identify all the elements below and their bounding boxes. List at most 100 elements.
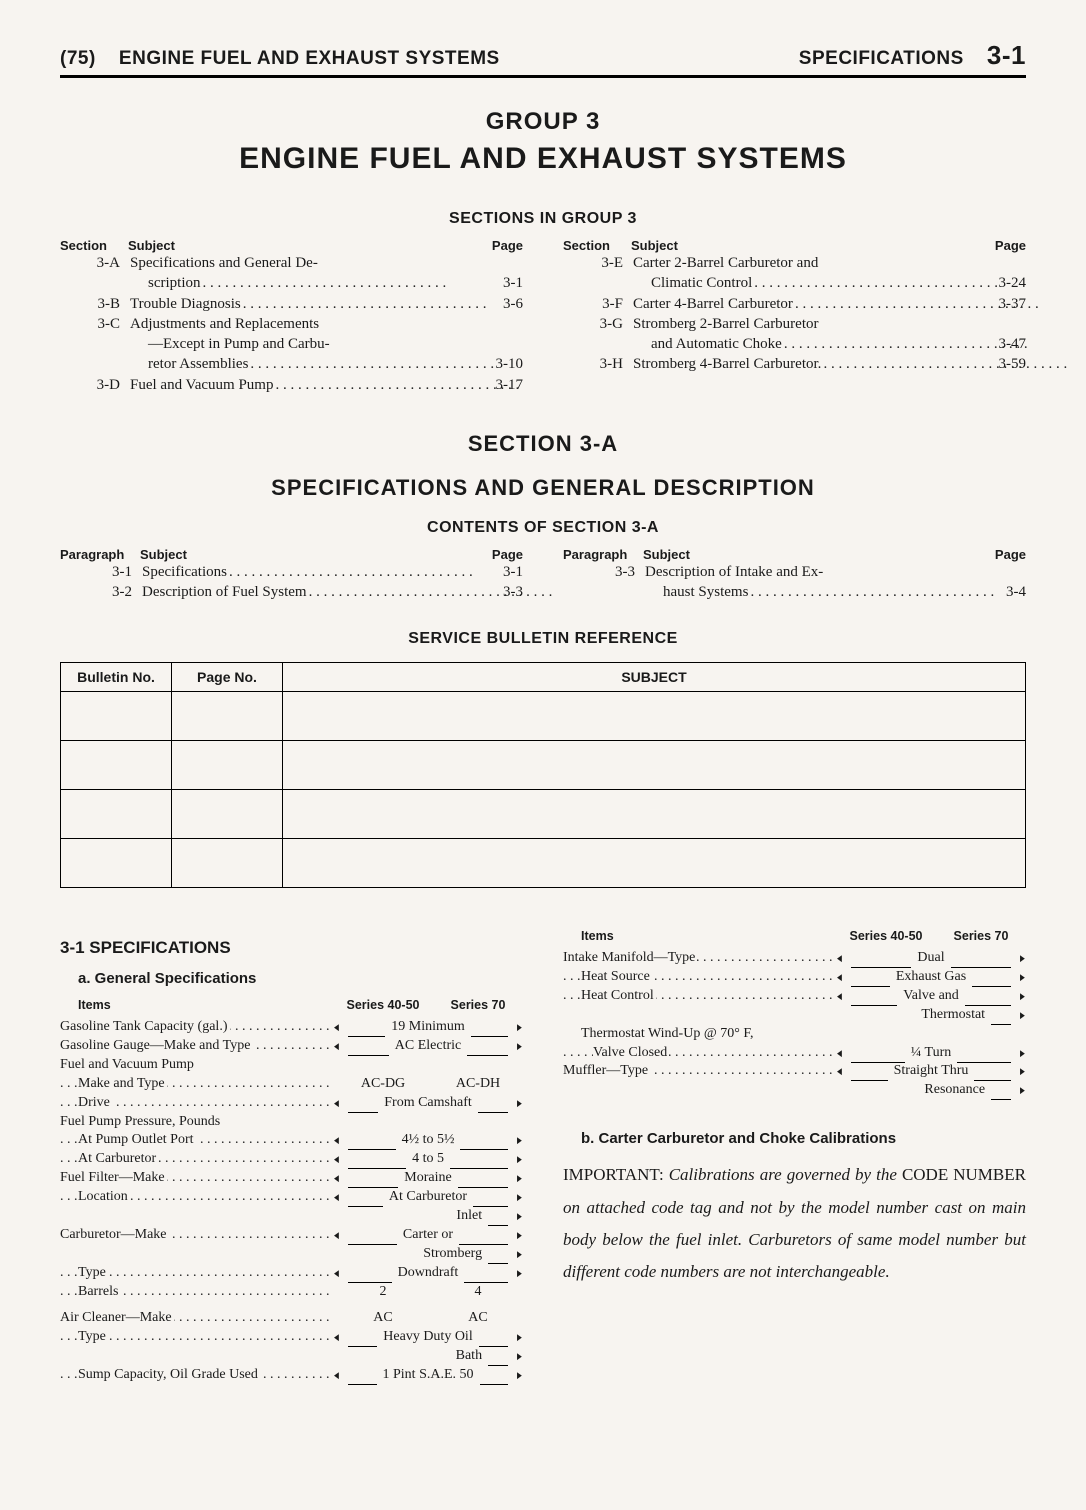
body-paragraph: IMPORTANT: Calibrations are governed by … (563, 1159, 1026, 1288)
sections-toc: Section Subject Page 3-ASpecifications a… (60, 238, 1026, 395)
page-header: (75) ENGINE FUEL AND EXHAUST SYSTEMS SPE… (60, 40, 1026, 71)
spec-desc-title: SPECIFICATIONS AND GENERAL DESCRIPTION (60, 475, 1026, 501)
bulletin-table: Bulletin No. Page No. SUBJECT (60, 662, 1026, 888)
col-subject: Subject (623, 238, 976, 253)
sections-toc-left: Section Subject Page 3-ASpecifications a… (60, 238, 523, 395)
page-number: 3-1 (987, 40, 1026, 71)
toc-row: 3-ECarter 2-Barrel Carburetor and (563, 253, 1026, 273)
spec-right-col: Items Series 40-50 Series 70 Intake Mani… (563, 928, 1026, 1385)
spec-row: Fuel and Vacuum Pump (60, 1056, 523, 1075)
spec-row: Gasoline Tank Capacity (gal.)19 Minimum (60, 1018, 523, 1037)
toc-row: 3-HStromberg 4-Barrel Carburetor.3-59 (563, 354, 1026, 374)
spec-row: Make and TypeAC-DGAC-DH (60, 1075, 523, 1094)
col-page: Page (473, 238, 523, 253)
header-right-title: SPECIFICATIONS (799, 48, 964, 69)
sections-in-heading: SECTIONS IN GROUP 3 (60, 210, 1026, 228)
toc-row: 3-CAdjustments and Replacements (60, 314, 523, 334)
spec-row: Inlet (60, 1207, 523, 1226)
spec-row: Heat SourceExhaust Gas (563, 968, 1026, 987)
col-paragraph: Paragraph (60, 547, 132, 562)
spec-row: At Pump Outlet Port4½ to 5½ (60, 1131, 523, 1150)
spec-row: DriveFrom Camshaft (60, 1094, 523, 1113)
toc-row: 3-2Description of Fuel System3-3 (60, 582, 523, 602)
spec-row: At Carburetor4 to 5 (60, 1150, 523, 1169)
col-subject: Subject (635, 547, 976, 562)
spec-row: LocationAt Carburetor (60, 1188, 523, 1207)
spec-row: TypeHeavy Duty Oil (60, 1328, 523, 1347)
spec-row: Muffler—TypeStraight Thru (563, 1062, 1026, 1081)
header-left-title: ENGINE FUEL AND EXHAUST SYSTEMS (119, 48, 500, 69)
spec-col-items: Items (60, 997, 333, 1014)
table-row (61, 741, 1026, 790)
toc-row: 3-GStromberg 2-Barrel Carburetor (563, 314, 1026, 334)
spec-row: Carburetor—MakeCarter or (60, 1226, 523, 1245)
body-italic-2: on attached code tag and not by the mode… (563, 1198, 1026, 1282)
spec-left-col: 3-1 SPECIFICATIONS a. General Specificat… (60, 928, 523, 1385)
header-rule (60, 75, 1026, 78)
table-row (61, 839, 1026, 888)
toc-row: 3-1Specifications3-1 (60, 562, 523, 582)
toc-row: retor Assemblies3-10 (60, 354, 523, 374)
sections-toc-right: Section Subject Page 3-ECarter 2-Barrel … (563, 238, 1026, 395)
spec-row: TypeDowndraft (60, 1264, 523, 1283)
th-bulletin-no: Bulletin No. (61, 663, 172, 692)
spec-row: Thermostat Wind-Up @ 70° F, (563, 1025, 1026, 1044)
table-row (61, 692, 1026, 741)
spec-col-4050: Series 40-50 (333, 997, 433, 1014)
spec-row: Thermostat (563, 1006, 1026, 1025)
specifications-body: 3-1 SPECIFICATIONS a. General Specificat… (60, 928, 1026, 1385)
th-subject: SUBJECT (283, 663, 1026, 692)
toc-row: 3-FCarter 4-Barrel Carburetor3-37 (563, 294, 1026, 314)
group-title: GROUP 3 (60, 108, 1026, 136)
spec-row: Bath (60, 1347, 523, 1366)
body-italic-1: Calibrations are governed by the (669, 1165, 897, 1184)
col-page: Page (473, 547, 523, 562)
spec-row: Fuel Pump Pressure, Pounds (60, 1113, 523, 1132)
col-page: Page (976, 547, 1026, 562)
spec-row: Air Cleaner—MakeACAC (60, 1309, 523, 1328)
spec-row: Fuel Filter—MakeMoraine (60, 1169, 523, 1188)
col-subject: Subject (132, 547, 473, 562)
spec-col-4050: Series 40-50 (836, 928, 936, 945)
spec-col-items: Items (563, 928, 836, 945)
code-number: CODE NUMBER (897, 1165, 1026, 1184)
bulletin-heading: SERVICE BULLETIN REFERENCE (60, 630, 1026, 648)
header-right: SPECIFICATIONS 3-1 (799, 40, 1026, 71)
main-title: ENGINE FUEL AND EXHAUST SYSTEMS (60, 142, 1026, 176)
spec-row: Sump Capacity, Oil Grade Used1 Pint S.A.… (60, 1366, 523, 1385)
toc-row: 3-3Description of Intake and Ex- (563, 562, 1026, 582)
spec-row: Stromberg (60, 1245, 523, 1264)
col-page: Page (976, 238, 1026, 253)
toc-row: scription3-1 (60, 273, 523, 293)
toc-row: 3-BTrouble Diagnosis3-6 (60, 294, 523, 314)
spec-row: Barrels24 (60, 1283, 523, 1302)
spec-heading: 3-1 SPECIFICATIONS (60, 938, 523, 958)
spec-col-70: Series 70 (936, 928, 1026, 945)
sub-a-heading: a. General Specifications (60, 970, 523, 987)
spec-row: Intake Manifold—TypeDual (563, 949, 1026, 968)
th-page-no: Page No. (172, 663, 283, 692)
col-paragraph: Paragraph (563, 547, 635, 562)
section-a-title: SECTION 3-A (60, 431, 1026, 457)
contents-a-heading: CONTENTS OF SECTION 3-A (60, 519, 1026, 537)
contents-toc-left: Paragraph Subject Page 3-1Specifications… (60, 547, 523, 603)
header-left: (75) ENGINE FUEL AND EXHAUST SYSTEMS (60, 48, 500, 70)
col-section: Section (60, 238, 120, 253)
table-row (61, 790, 1026, 839)
toc-row: 3-ASpecifications and General De- (60, 253, 523, 273)
contents-toc: Paragraph Subject Page 3-1Specifications… (60, 547, 1026, 603)
spec-row: Valve Closed¼ Turn (563, 1044, 1026, 1063)
toc-row: —Except in Pump and Carbu- (60, 334, 523, 354)
toc-row: Climatic Control3-24 (563, 273, 1026, 293)
spec-row: Gasoline Gauge—Make and TypeAC Electric (60, 1037, 523, 1056)
col-section: Section (563, 238, 623, 253)
page-counter: (75) (60, 48, 96, 69)
toc-row: and Automatic Choke3-47 (563, 334, 1026, 354)
toc-row: 3-DFuel and Vacuum Pump3-17 (60, 375, 523, 395)
spec-col-70: Series 70 (433, 997, 523, 1014)
important-label: IMPORTANT: (563, 1165, 669, 1184)
spec-row: Heat ControlValve and (563, 987, 1026, 1006)
sub-b-heading: b. Carter Carburetor and Choke Calibrati… (563, 1130, 1026, 1147)
col-subject: Subject (120, 238, 473, 253)
spec-row: Resonance (563, 1081, 1026, 1100)
